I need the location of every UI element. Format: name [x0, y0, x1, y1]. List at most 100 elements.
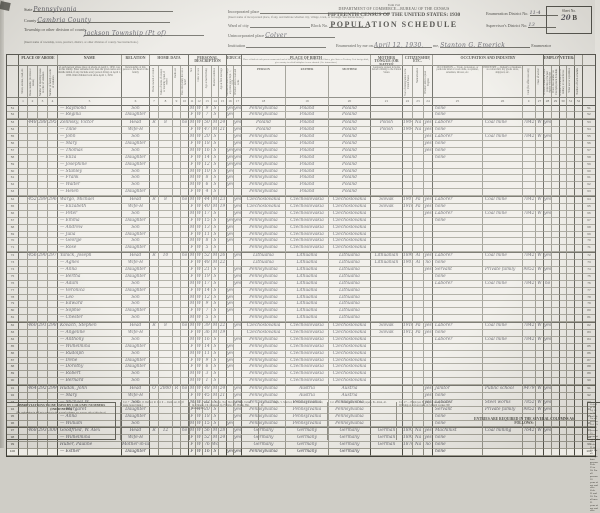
cell-race: W — [196, 232, 203, 239]
cell-oc — [433, 295, 483, 302]
cell-radio — [173, 175, 181, 182]
cell-im — [403, 245, 413, 252]
header-sub-dw: Number of dwelling house in order of vis… — [38, 66, 48, 98]
cell-ind: Coal mine — [483, 119, 523, 127]
cell-sex: F — [189, 449, 196, 456]
cell-en — [424, 378, 433, 385]
cell-ind — [483, 260, 523, 267]
cell-age: 3 — [203, 371, 212, 378]
cell-race: W — [196, 169, 203, 176]
cell-fs — [575, 449, 583, 456]
cell-en: yes — [424, 134, 433, 141]
cell-farm: no — [181, 252, 189, 260]
cell-wk — [536, 232, 544, 239]
cell-cd — [523, 175, 536, 182]
cell-sex: F — [189, 204, 196, 211]
cell-vt1 — [560, 260, 567, 267]
cell-bm: Poland — [329, 112, 371, 119]
cell-house — [28, 112, 38, 119]
cell-sch — [227, 371, 234, 378]
cell-nm: — Helen — [58, 189, 122, 196]
header-sub-vertical-label: Age at first marriage — [221, 67, 224, 91]
cell-im — [403, 225, 413, 232]
cell-rl: Son — [122, 175, 150, 182]
cell-bp: Pennsylvania — [242, 315, 286, 322]
cell-bf: Czechoslovakia — [286, 351, 329, 358]
cell-em2 — [552, 393, 560, 400]
cell-bp: Pennsylvania — [242, 295, 286, 302]
cell-im — [403, 134, 413, 141]
cell-fm — [48, 281, 58, 288]
cell-wk — [536, 106, 544, 113]
cell-em2 — [552, 301, 560, 308]
cell-farm — [181, 449, 189, 456]
cell-val — [159, 175, 173, 182]
cell-nm: — Chester — [58, 315, 122, 322]
cell-sex: M — [189, 252, 196, 260]
cell-sex: F — [189, 189, 196, 196]
cell-house — [28, 106, 38, 113]
cell-nm: — Julia — [58, 232, 122, 239]
cell-en — [424, 189, 433, 196]
cell-bm: Czechoslovakia — [329, 204, 371, 211]
column-number-blank — [7, 98, 19, 106]
cell-em2 — [552, 322, 560, 330]
cell-nm: — Emma — [58, 218, 122, 225]
cell-farm — [181, 169, 189, 176]
cell-oc — [433, 351, 483, 358]
cell-fm — [48, 267, 58, 274]
cell-radio — [173, 322, 181, 330]
cell-vt1 — [560, 322, 567, 330]
cell-rw — [234, 232, 242, 239]
cell-street — [19, 155, 28, 162]
cell-house: 460 — [28, 322, 38, 330]
cell-nm: — Irene — [58, 358, 122, 365]
cell-cd — [523, 274, 536, 281]
cell-rw: yes — [234, 337, 242, 344]
cell-fs — [575, 385, 583, 393]
header-sub-vertical-label: Whether a veteran of U.S. military or na… — [560, 67, 566, 97]
cell-bm: Germany — [329, 449, 371, 456]
cell-rw — [234, 238, 242, 245]
cell-race: W — [196, 245, 203, 252]
cell-house: 456 — [28, 252, 38, 260]
header-group — [583, 55, 595, 66]
cell-am — [219, 364, 227, 371]
cell-im — [403, 162, 413, 169]
cell-em1 — [544, 245, 552, 252]
cell-cd — [523, 315, 536, 322]
cell-radio — [173, 393, 181, 400]
cell-im — [403, 378, 413, 385]
cell-race: W — [196, 364, 203, 371]
cell-street — [19, 211, 28, 218]
cell-fs — [575, 148, 583, 155]
cell-wk — [536, 364, 544, 371]
cell-fm — [48, 315, 58, 322]
cell-en: no — [424, 260, 433, 267]
cell-vt1 — [560, 238, 567, 245]
cell-street — [19, 162, 28, 169]
cell-sch — [227, 141, 234, 148]
cell-oc: none — [433, 155, 483, 162]
column-number-31: 31 — [567, 98, 575, 106]
cell-fs — [575, 274, 583, 281]
cell-sch — [227, 252, 234, 260]
cell-ind — [483, 378, 523, 385]
cell-dw — [38, 141, 48, 148]
cell-im — [403, 308, 413, 315]
cell-age: 13 — [203, 225, 212, 232]
enumerated-field: Enumerated by me on April 12, 1930, me, … — [336, 42, 551, 48]
cell-na — [413, 288, 424, 295]
cell-rw — [234, 189, 242, 196]
cell-vt1 — [560, 141, 567, 148]
cell-radio — [173, 182, 181, 189]
cell-mar: M — [212, 393, 219, 400]
cell-bf: Poland — [286, 134, 329, 141]
cell-own — [150, 155, 159, 162]
cell-own — [150, 134, 159, 141]
cell-im — [403, 267, 413, 274]
cell-tg — [371, 288, 403, 295]
cell-sex: F — [189, 155, 196, 162]
